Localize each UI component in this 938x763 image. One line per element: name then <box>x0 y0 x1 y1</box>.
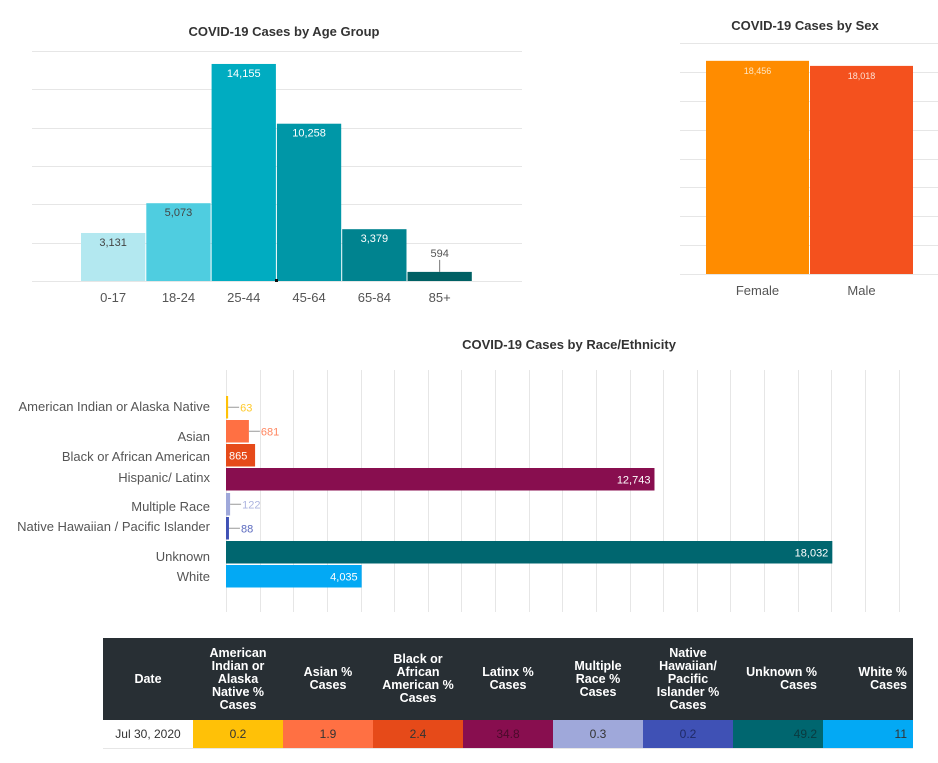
data-label: 681 <box>261 426 279 438</box>
table-header-row: Date American Indian or Alaska Native % … <box>103 638 913 720</box>
bar-white <box>226 565 362 588</box>
race-chart-bars <box>226 396 833 588</box>
x-tick-label: 25-44 <box>227 290 260 305</box>
race-chart-grid <box>226 370 900 612</box>
cursor-dot <box>275 279 278 282</box>
age-chart-x-ticks: 0-17 18-24 25-44 45-64 65-84 85+ <box>100 290 451 305</box>
data-label: 18,018 <box>848 71 876 81</box>
data-label: 5,073 <box>165 207 193 219</box>
sex-chart-x-ticks: Female Male <box>736 283 876 298</box>
y-tick-label: Native Hawaiian / Pacific Islander <box>17 519 211 534</box>
y-tick-label: Multiple Race <box>131 499 210 514</box>
x-tick-label: 45-64 <box>292 290 325 305</box>
cell-date: Jul 30, 2020 <box>103 720 193 749</box>
header-white-pct[interactable]: White % Cases <box>823 638 913 720</box>
bar-black-or-african-american <box>226 444 256 467</box>
data-label: 10,258 <box>292 128 326 140</box>
x-tick-label: 65-84 <box>358 290 391 305</box>
bar-65-84 <box>342 229 407 281</box>
sex-chart-title: COVID-19 Cases by Sex <box>731 18 879 33</box>
data-label: 18,032 <box>795 547 829 559</box>
race-chart-title: COVID-19 Cases by Race/Ethnicity <box>462 337 677 352</box>
data-label: 4,035 <box>330 571 358 583</box>
cell-white-pct: 11 <box>823 720 913 749</box>
y-tick-label: White <box>177 569 210 584</box>
bar-american-indian-or-alaska-native <box>226 396 229 419</box>
data-label: 594 <box>430 248 448 260</box>
header-asian-pct[interactable]: Asian % Cases <box>283 638 373 720</box>
x-tick-label: 85+ <box>429 290 451 305</box>
y-tick-label: Hispanic/ Latinx <box>118 470 210 485</box>
age-chart-title: COVID-19 Cases by Age Group <box>189 24 380 39</box>
cell-latinx-pct: 34.8 <box>463 720 553 749</box>
header-date[interactable]: Date <box>103 638 193 720</box>
bar-18-24 <box>146 203 211 281</box>
age-chart-value-labels: 3,131 5,073 14,155 10,258 3,379 594 <box>99 68 449 272</box>
data-label: 63 <box>240 402 252 414</box>
bar-85- <box>407 271 472 281</box>
charts-canvas: COVID-19 Cases by Age Group 3,131 5,073 14… <box>17 18 938 612</box>
header-multiple-race-pct[interactable]: Multiple Race % Cases <box>553 638 643 720</box>
age-group-chart: COVID-19 Cases by Age Group 3,131 5,073 14… <box>32 24 522 305</box>
bar-native-hawaiian-pacific-islander <box>226 517 229 540</box>
bar-unknown <box>226 541 833 564</box>
bar-male <box>810 65 913 275</box>
bar-25-44 <box>211 63 276 281</box>
cell-black-pct: 2.4 <box>373 720 463 749</box>
sex-chart: COVID-19 Cases by Sex 18,456 18,018 Femal… <box>680 18 938 298</box>
data-label: 865 <box>229 450 247 462</box>
x-tick-label: Male <box>847 283 875 298</box>
age-chart-bars <box>81 63 472 281</box>
data-label: 12,743 <box>617 474 651 486</box>
y-tick-label: American Indian or Alaska Native <box>19 399 210 414</box>
sex-chart-bars <box>706 60 913 275</box>
bar-multiple-race <box>226 493 231 516</box>
cell-nhpi-pct: 0.2 <box>643 720 733 749</box>
cell-aian-pct: 0.2 <box>193 720 283 749</box>
bar-female <box>706 60 809 275</box>
bar-0-17 <box>81 232 146 281</box>
x-tick-label: 18-24 <box>162 290 195 305</box>
data-label: 3,131 <box>99 237 127 249</box>
cell-unknown-pct: 49.2 <box>733 720 823 749</box>
header-latinx-pct[interactable]: Latinx % Cases <box>463 638 553 720</box>
y-tick-label: Unknown <box>156 549 210 564</box>
data-label: 122 <box>242 499 260 511</box>
x-tick-label: 0-17 <box>100 290 126 305</box>
cell-asian-pct: 1.9 <box>283 720 373 749</box>
y-tick-label: Asian <box>177 429 210 444</box>
header-black-pct[interactable]: Black or African American % Cases <box>373 638 463 720</box>
data-label: 14,155 <box>227 68 261 80</box>
data-label: 18,456 <box>744 66 772 76</box>
percent-cases-table: Date American Indian or Alaska Native % … <box>103 638 913 749</box>
race-chart-y-ticks: American Indian or Alaska Native Asian Bla… <box>17 399 211 584</box>
header-nhpi-pct[interactable]: Native Hawaiian/ Pacific Islander % Case… <box>643 638 733 720</box>
bar-45-64 <box>276 123 342 281</box>
y-tick-label: Black or African American <box>62 449 210 464</box>
bar-hispanic-latinx <box>226 468 655 491</box>
sex-chart-value-labels: 18,456 18,018 <box>744 66 876 81</box>
race-ethnicity-chart: COVID-19 Cases by Race/Ethnicity 63 681 86… <box>17 337 900 612</box>
header-aian-pct[interactable]: American Indian or Alaska Native % Cases <box>193 638 283 720</box>
x-tick-label: Female <box>736 283 779 298</box>
race-chart-value-labels: 63 681 865 12,743 122 88 18,032 4,035 <box>228 402 828 583</box>
bar-asian <box>226 420 249 443</box>
header-unknown-pct[interactable]: Unknown % Cases <box>733 638 823 720</box>
data-label: 88 <box>241 523 253 535</box>
table-row: Jul 30, 2020 0.2 1.9 2.4 34.8 0.3 0.2 49… <box>103 720 913 749</box>
cell-multiple-race-pct: 0.3 <box>553 720 643 749</box>
data-label: 3,379 <box>361 233 389 245</box>
